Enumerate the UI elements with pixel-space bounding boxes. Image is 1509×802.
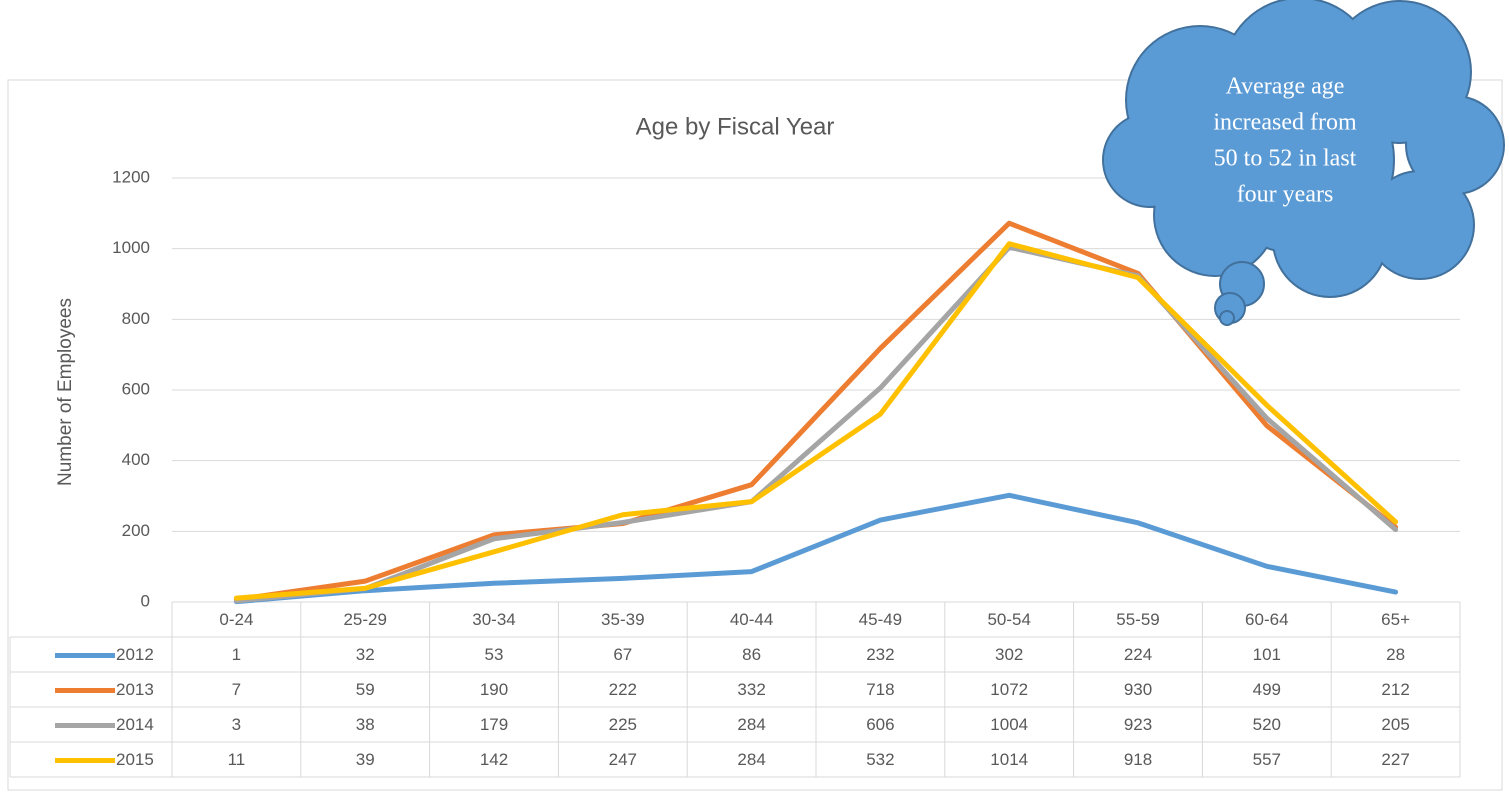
x-tick-label: 25-29 — [343, 610, 386, 629]
x-tick-label: 40-44 — [730, 610, 773, 629]
annotation-line: 50 to 52 in last — [1214, 146, 1357, 172]
cloud-fill — [1407, 97, 1503, 193]
table-value: 190 — [480, 680, 508, 699]
y-tick-label: 1000 — [112, 238, 150, 257]
table-value: 224 — [1124, 645, 1152, 664]
x-tick-label: 55-59 — [1116, 610, 1159, 629]
table-value: 923 — [1124, 715, 1152, 734]
table-value: 557 — [1253, 750, 1281, 769]
table-value: 302 — [995, 645, 1023, 664]
table-value: 101 — [1253, 645, 1281, 664]
table-value: 606 — [866, 715, 894, 734]
y-tick-label: 200 — [122, 521, 150, 540]
table-value: 86 — [742, 645, 761, 664]
legend-label: 2013 — [116, 680, 154, 699]
table-value: 232 — [866, 645, 894, 664]
table-value: 332 — [737, 680, 765, 699]
table-value: 284 — [737, 715, 765, 734]
y-tick-label: 1200 — [112, 167, 150, 186]
cloud-fill — [1207, 67, 1393, 253]
x-tick-label: 30-34 — [472, 610, 515, 629]
table-value: 32 — [356, 645, 375, 664]
table-value: 67 — [613, 645, 632, 664]
table-value: 3 — [232, 715, 241, 734]
table-value: 499 — [1253, 680, 1281, 699]
table-value: 520 — [1253, 715, 1281, 734]
table-value: 7 — [232, 680, 241, 699]
table-value: 1004 — [990, 715, 1028, 734]
y-tick-label: 600 — [122, 379, 150, 398]
cloud-fill — [1367, 172, 1473, 278]
annotation-line: four years — [1237, 182, 1334, 208]
callout-cloud: Average age increased from 50 to 52 in las… — [1102, 0, 1505, 326]
cloud-fill — [1104, 114, 1196, 206]
table-value: 247 — [609, 750, 637, 769]
table-value: 1 — [232, 645, 241, 664]
y-tick-label: 0 — [141, 591, 150, 610]
table-value: 718 — [866, 680, 894, 699]
table-value: 225 — [609, 715, 637, 734]
table-value: 930 — [1124, 680, 1152, 699]
table-value: 39 — [356, 750, 375, 769]
series-line — [233, 244, 1399, 604]
table-value: 532 — [866, 750, 894, 769]
table-value: 53 — [485, 645, 504, 664]
x-tick-label: 45-49 — [859, 610, 902, 629]
table-value: 179 — [480, 715, 508, 734]
x-tick-label: 35-39 — [601, 610, 644, 629]
legend-label: 2012 — [116, 645, 154, 664]
y-axis-label: Number of Employees — [55, 298, 76, 486]
x-tick-label: 50-54 — [987, 610, 1030, 629]
chart-title: Age by Fiscal Year — [636, 113, 835, 140]
legend-label: 2014 — [116, 715, 154, 734]
table-value: 38 — [356, 715, 375, 734]
table-value: 212 — [1381, 680, 1409, 699]
x-tick-label: 65+ — [1381, 610, 1410, 629]
thought-bubble — [1219, 310, 1235, 326]
table-value: 205 — [1381, 715, 1409, 734]
y-tick-label: 400 — [122, 450, 150, 469]
series-line — [233, 492, 1399, 605]
table-value: 918 — [1124, 750, 1152, 769]
x-tick-label: 60-64 — [1245, 610, 1288, 629]
table-value: 227 — [1381, 750, 1409, 769]
table-value: 222 — [609, 680, 637, 699]
table-value: 59 — [356, 680, 375, 699]
series-line — [233, 241, 1399, 601]
table-value: 142 — [480, 750, 508, 769]
table-value: 1014 — [990, 750, 1028, 769]
table-value: 28 — [1386, 645, 1405, 664]
y-tick-label: 800 — [122, 309, 150, 328]
table-value: 284 — [737, 750, 765, 769]
x-tick-label: 0-24 — [219, 610, 253, 629]
legend-label: 2015 — [116, 750, 154, 769]
table-value: 11 — [228, 750, 246, 769]
annotation-line: increased from — [1213, 110, 1357, 136]
annotation-line: Average age — [1226, 74, 1345, 100]
table-value: 1072 — [990, 680, 1028, 699]
